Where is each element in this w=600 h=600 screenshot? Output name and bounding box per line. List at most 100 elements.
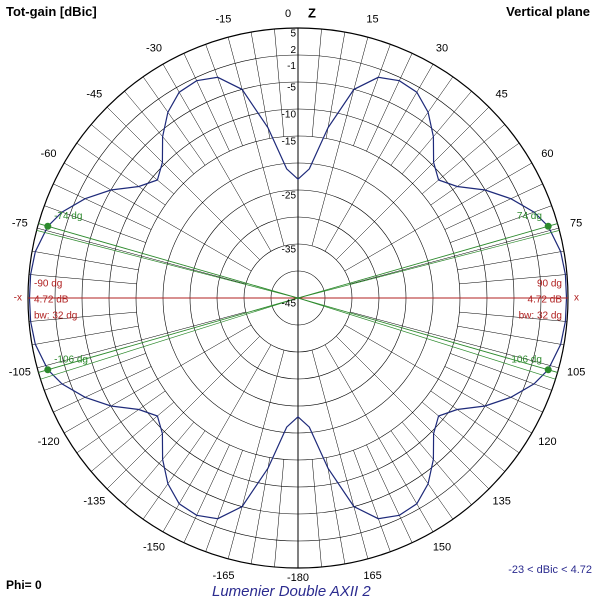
beam-angle-label: 74 dg <box>517 211 542 222</box>
gain-pattern <box>28 76 568 520</box>
radial-tick-label: -10 <box>282 110 297 121</box>
beam-line <box>38 223 299 299</box>
chart-quantity-label: Tot-gain [dBic] <box>6 4 97 19</box>
grid-spoke <box>390 76 454 166</box>
grid-spoke <box>430 142 520 206</box>
grid-spoke <box>32 250 139 271</box>
grid-spoke <box>64 324 252 434</box>
beam-line <box>36 230 299 299</box>
grid-spoke <box>37 311 246 369</box>
phi-label: Phi= 0 <box>6 578 42 592</box>
beam-markers: 90 dg 4.72 dB bw: 32 dg -90 dg 4.72 dB bw: 32… <box>28 211 568 380</box>
grid-spoke <box>311 459 322 567</box>
grid-spoke <box>142 76 206 166</box>
grid-spoke <box>324 344 434 532</box>
beamwidth-label: bw: 32 dg <box>519 311 562 322</box>
grid-spoke <box>274 459 285 567</box>
beam-line <box>297 230 560 299</box>
grid-spoke <box>124 91 195 175</box>
beam-angle-label: -74 dg <box>54 211 82 222</box>
grid-spoke <box>401 91 472 175</box>
beam-dot <box>544 222 552 230</box>
gain-range-label: -23 < dBic < 4.72 <box>508 564 592 576</box>
grid-spoke <box>450 353 552 391</box>
grid-spoke <box>344 162 532 272</box>
angle-label: 75 <box>570 217 582 229</box>
beam-angle-label: -106 dg <box>54 354 88 365</box>
angle-label: 15 <box>366 14 378 26</box>
grid-spoke <box>53 366 152 413</box>
grid-spoke <box>459 311 567 322</box>
grid-spoke <box>311 350 369 559</box>
grid-spoke <box>353 450 391 552</box>
grid-spoke <box>183 444 230 543</box>
beam-line <box>297 297 556 380</box>
grid-spoke <box>336 336 490 490</box>
grid-spoke <box>353 44 391 146</box>
beam-line <box>297 223 558 299</box>
grid-spoke <box>124 421 195 505</box>
grid-spoke <box>457 250 564 271</box>
angle-label: -135 <box>83 496 105 508</box>
grid-spoke <box>76 142 166 206</box>
grid-spoke <box>32 325 139 346</box>
angle-label: -180 <box>287 572 309 584</box>
max-angle-label: 90 dg <box>537 279 562 290</box>
angle-label: 135 <box>492 496 510 508</box>
radial-tick-label: 5 <box>290 29 296 40</box>
grid-spoke <box>450 205 552 243</box>
grid-spoke <box>76 390 166 454</box>
radial-tick-label: -1 <box>287 61 296 72</box>
grid-spoke <box>459 274 567 285</box>
beam-angle-label: 106 dg <box>511 354 542 365</box>
radial-tick-label: -45 <box>282 299 297 310</box>
grid-spoke <box>29 311 137 322</box>
grid-spoke <box>421 124 505 195</box>
beam-dot <box>44 222 52 230</box>
grid-spoke <box>37 227 246 285</box>
grid-spoke <box>366 444 413 543</box>
grid-spoke <box>106 336 260 490</box>
antenna-name: Lumenier Double AXII 2 <box>212 583 371 600</box>
grid-spoke <box>91 124 175 195</box>
x-axis-left-label: -x <box>14 293 22 304</box>
grid-spoke <box>106 106 260 260</box>
grid-spoke <box>421 401 505 472</box>
angle-label: -105 <box>9 366 31 378</box>
angle-label: 30 <box>436 42 448 54</box>
grid-spoke <box>205 44 243 146</box>
grid-spoke <box>205 450 243 552</box>
angle-label: 105 <box>567 366 585 378</box>
grid-spoke <box>162 344 272 532</box>
grid-spoke <box>183 53 230 152</box>
max-gain-label: 4.72 dB <box>34 295 69 306</box>
grid-spoke <box>390 430 454 520</box>
grid-spoke <box>227 37 285 246</box>
grid-spoke <box>336 106 490 260</box>
beam-line <box>38 297 299 373</box>
angle-label: 0 <box>285 8 291 20</box>
angle-label: 60 <box>541 148 553 160</box>
grid-spoke <box>64 162 252 272</box>
grid-spoke <box>274 29 285 137</box>
angle-label: -75 <box>12 217 28 229</box>
angle-label: -60 <box>41 148 57 160</box>
grid-spoke <box>325 457 346 564</box>
angle-label: 120 <box>538 436 556 448</box>
grid-spoke <box>350 227 559 285</box>
grid-spoke <box>227 350 285 559</box>
gain-pattern-line <box>28 76 568 520</box>
grid-spoke <box>444 183 543 230</box>
beam-dot <box>44 366 52 374</box>
grid-spoke <box>53 183 152 230</box>
grid-spoke <box>29 274 137 285</box>
x-axis-right-label: x <box>574 293 579 304</box>
angle-label: -150 <box>143 541 165 553</box>
grid-spoke <box>44 353 146 391</box>
grid-spoke <box>350 311 559 369</box>
angle-label: -120 <box>38 436 60 448</box>
radial-tick-label: 2 <box>290 45 296 56</box>
grid-spoke <box>142 430 206 520</box>
beam-dot <box>544 366 552 374</box>
